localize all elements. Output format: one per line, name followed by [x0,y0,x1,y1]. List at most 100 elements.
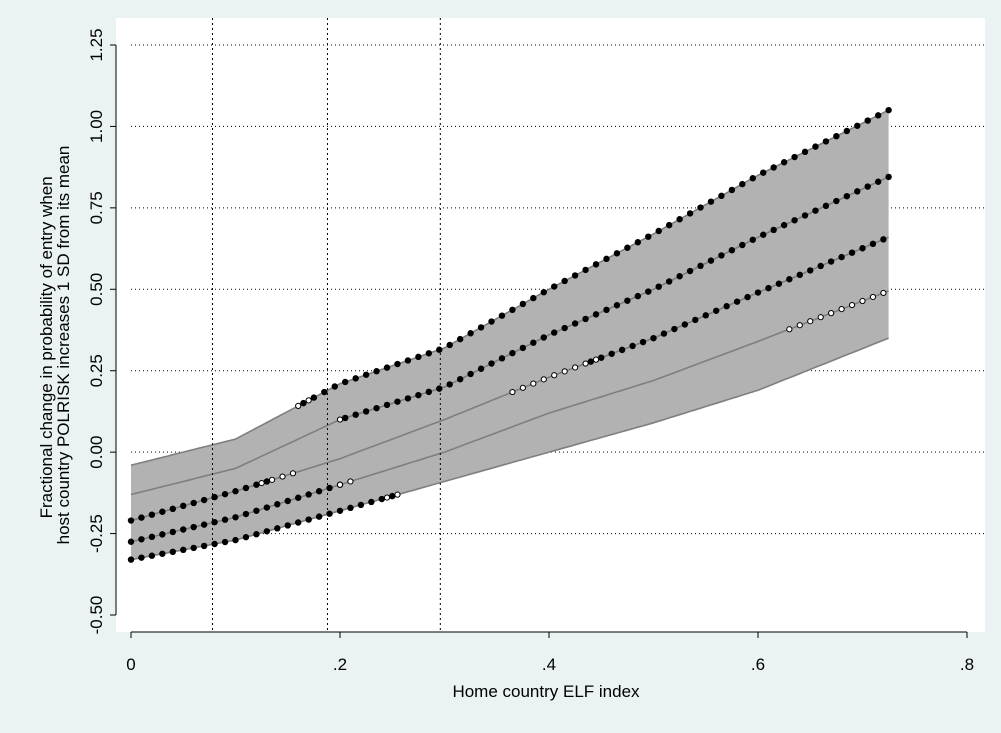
data-point [477,324,485,331]
data-point [848,249,856,256]
data-point [859,245,866,252]
data-point [190,499,197,507]
data-point [645,288,652,295]
data-point [362,408,370,415]
data-point [425,350,433,357]
data-point [822,202,830,210]
data-point [713,307,720,314]
axes: -0.50 -0.25 0.00 0.25 0.50 0.75 1.00 1.25 0 .2 .4.… [87,28,974,674]
data-point [148,552,156,559]
data-point [362,371,370,378]
data-point [624,297,631,304]
data-point [352,375,359,382]
data-point [509,306,516,314]
data-point [728,247,736,254]
data-point [739,241,746,249]
data-point [707,257,715,264]
data-point [404,395,412,402]
data-point [221,490,229,498]
data-point-hollow [540,376,547,383]
data-point [263,528,271,535]
data-point [253,507,260,514]
data-point-hollow [796,322,803,329]
data-point [378,495,385,503]
data-point [655,283,662,290]
data-point [754,289,762,296]
data-point [159,508,166,515]
data-point [190,523,197,531]
data-point [733,298,741,305]
data-point [373,368,380,375]
data-point [159,550,166,557]
y-tick-label: 0.75 [87,191,106,224]
data-point [336,507,344,514]
data-point [843,192,851,200]
data-point [352,411,359,418]
data-point [775,280,783,287]
data-point [305,491,312,498]
data-point [864,183,871,190]
data-point-hollow [786,326,793,333]
data-point [817,262,824,270]
data-point [864,117,871,124]
data-point [765,284,772,292]
data-point [221,516,229,523]
data-point [169,548,176,556]
data-point [801,212,809,219]
data-point [686,267,694,275]
data-point [211,540,218,548]
data-point [718,192,725,200]
data-point-hollow [279,473,286,480]
data-point [603,255,610,263]
data-point [571,272,579,279]
data-point [331,383,338,390]
data-point [232,514,239,521]
data-point [650,334,657,342]
data-point [618,346,626,354]
data-point-hollow [561,368,568,375]
data-point [242,510,250,518]
data-point [415,353,422,361]
data-point [718,252,725,259]
data-point [383,401,391,409]
data-point [467,370,474,378]
data-point [242,533,250,541]
x-tick-label: .4 [542,655,556,674]
data-point [180,502,187,510]
data-point [326,510,333,517]
data-point-hollow [258,479,265,487]
data-point [770,226,777,234]
data-point [200,496,208,504]
data-point [148,511,156,518]
data-point [138,554,145,561]
data-point [477,365,485,372]
data-point-hollow [838,305,845,313]
data-point [446,341,453,349]
data-point [284,522,291,529]
data-point [770,164,777,171]
data-point [707,198,715,205]
data-point [305,516,312,523]
data-point [232,536,239,544]
data-point [833,197,840,205]
data-point [807,267,814,274]
x-tick-label: .6 [751,655,765,674]
y-axis-title-line-2: host country POLRISK increases 1 SD from… [54,146,73,545]
data-point [697,262,704,270]
x-tick-label: .2 [333,655,347,674]
data-point [665,221,673,229]
data-point [394,360,401,368]
data-point [645,233,652,240]
data-point [681,321,689,328]
data-point-hollow [383,494,391,501]
data-point [598,354,605,361]
data-point-hollow [859,297,866,305]
data-point [880,236,887,243]
y-tick-label: 1.00 [87,110,106,143]
data-point [488,318,495,325]
data-point-hollow [295,402,302,409]
data-point [812,143,819,150]
data-point [665,278,673,285]
data-point [509,349,516,357]
band-area [131,110,889,560]
